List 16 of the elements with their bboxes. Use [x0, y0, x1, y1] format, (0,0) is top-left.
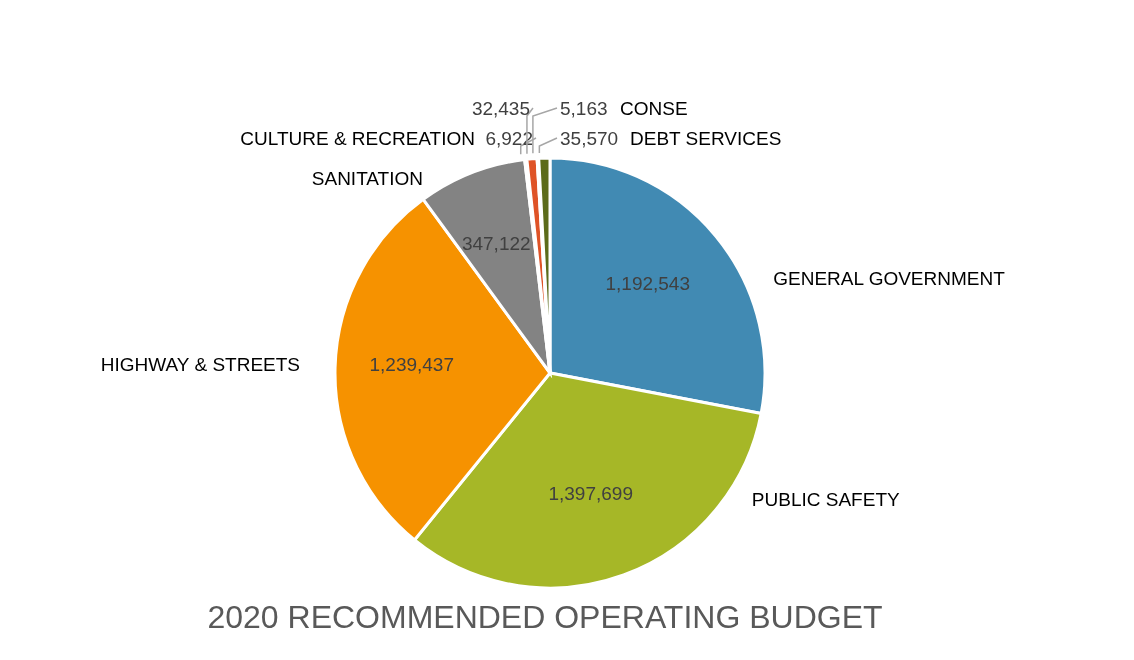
text: 2020 RECOMMENDED OPERATING BUDGET: [207, 599, 883, 635]
data-label: 32,435: [471, 97, 530, 119]
data-label: 347,122: [461, 233, 531, 255]
slice-label: DEBT SERVICES: [630, 127, 782, 149]
data-label: 1,239,437: [369, 354, 455, 376]
slice-label: GENERAL GOVERNMENT: [773, 268, 1006, 290]
slice-label: CONSE: [620, 97, 688, 119]
data-label: 6,922: [485, 127, 533, 149]
data-label: 35,570: [560, 127, 619, 149]
slice-label: CULTURE & RECREATION: [240, 127, 475, 149]
slice-label: SANITATION: [311, 167, 423, 189]
data-label: 5,163: [560, 97, 608, 119]
slice-label: PUBLIC SAFETY: [751, 488, 900, 510]
data-label: 1,192,543: [605, 272, 691, 294]
data-label: 1,397,699: [548, 482, 633, 504]
slice-label: HIGHWAY & STREETS: [100, 353, 301, 375]
